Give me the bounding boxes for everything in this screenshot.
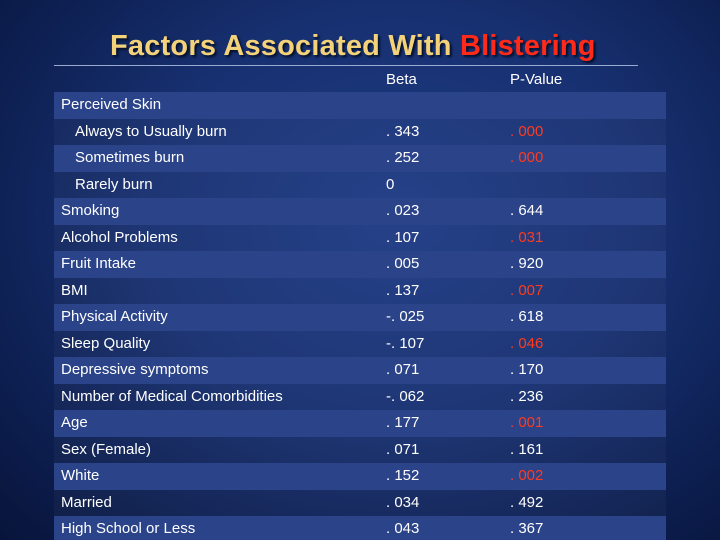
column-header-beta: Beta bbox=[386, 71, 417, 88]
table-row: Alcohol Problems . 107 . 031 bbox=[54, 225, 666, 252]
table-row: Age . 177 . 001 bbox=[54, 410, 666, 437]
row-label: Sleep Quality bbox=[61, 334, 151, 352]
row-label: Fruit Intake bbox=[61, 255, 137, 272]
table-row: Sex (Female) . 071 . 161 bbox=[54, 437, 666, 464]
beta-value: . 252 bbox=[386, 149, 420, 166]
row-label: Alcohol Problems bbox=[61, 228, 178, 246]
slide-title-highlight: Blistering bbox=[459, 30, 596, 62]
beta-value: 0 bbox=[386, 175, 395, 193]
p-value: . 161 bbox=[510, 440, 544, 458]
table-row: Married . 034 . 492 bbox=[54, 490, 666, 517]
slide-title: Factors Associated With Blistering bbox=[110, 30, 596, 63]
beta-value: -. 107 bbox=[386, 334, 425, 352]
title-divider bbox=[54, 65, 638, 66]
row-label: Sometimes burn bbox=[75, 149, 185, 166]
p-value: . 492 bbox=[510, 493, 544, 511]
row-label: Number of Medical Comorbidities bbox=[61, 387, 283, 405]
p-value: . 367 bbox=[510, 520, 544, 537]
row-label: High School or Less bbox=[61, 520, 196, 537]
beta-value: . 071 bbox=[386, 440, 420, 458]
p-value-significant: . 002 bbox=[510, 467, 544, 484]
p-value-significant: . 000 bbox=[510, 149, 544, 166]
table-row: Physical Activity -. 025 . 618 bbox=[54, 304, 666, 331]
p-value-significant: . 007 bbox=[510, 281, 544, 299]
row-label: Perceived Skin bbox=[61, 96, 162, 113]
table-row: BMI . 137 . 007 bbox=[54, 278, 666, 305]
beta-value: -. 025 bbox=[386, 308, 425, 325]
beta-value: . 023 bbox=[386, 202, 420, 219]
beta-value: . 071 bbox=[386, 361, 420, 378]
table-row: Number of Medical Comorbidities -. 062 . 2… bbox=[54, 384, 666, 411]
row-label: Age bbox=[61, 414, 88, 431]
results-table: Perceived Skin Always to Usually burn . 34… bbox=[54, 92, 666, 540]
beta-value: . 043 bbox=[386, 520, 420, 537]
row-label: Sex (Female) bbox=[61, 440, 152, 458]
p-value: . 920 bbox=[510, 255, 544, 272]
row-label: BMI bbox=[61, 281, 88, 299]
row-label: Smoking bbox=[61, 202, 120, 219]
slide-title-main: Factors Associated With bbox=[110, 30, 452, 62]
row-label: Married bbox=[61, 493, 112, 511]
table-row: Always to Usually burn . 343 . 000 bbox=[54, 119, 666, 146]
row-label: Rarely burn bbox=[75, 175, 153, 193]
beta-value: . 343 bbox=[386, 122, 420, 140]
p-value-significant: . 031 bbox=[510, 228, 544, 246]
table-row: Depressive symptoms . 071 . 170 bbox=[54, 357, 666, 384]
column-header-p-value: P-Value bbox=[510, 71, 563, 88]
row-label: Always to Usually burn bbox=[75, 122, 227, 140]
beta-value: . 137 bbox=[386, 281, 420, 299]
beta-value: . 107 bbox=[386, 228, 420, 246]
p-value-significant: . 000 bbox=[510, 122, 544, 140]
row-label: Depressive symptoms bbox=[61, 361, 209, 378]
table-row: Sleep Quality -. 107 . 046 bbox=[54, 331, 666, 358]
row-label: Physical Activity bbox=[61, 308, 168, 325]
table-row: High School or Less . 043 . 367 bbox=[54, 516, 666, 540]
p-value: . 618 bbox=[510, 308, 544, 325]
table-row: Rarely burn 0 bbox=[54, 172, 666, 199]
beta-value: . 034 bbox=[386, 493, 420, 511]
beta-value: . 177 bbox=[386, 414, 420, 431]
table-row: Fruit Intake . 005 . 920 bbox=[54, 251, 666, 278]
row-label: White bbox=[61, 467, 100, 484]
table-row: White . 152 . 002 bbox=[54, 463, 666, 490]
p-value: . 644 bbox=[510, 202, 544, 219]
table-row: Perceived Skin bbox=[54, 92, 666, 119]
p-value-significant: . 001 bbox=[510, 414, 544, 431]
p-value: . 236 bbox=[510, 387, 544, 405]
beta-value: -. 062 bbox=[386, 387, 425, 405]
beta-value: . 152 bbox=[386, 467, 420, 484]
beta-value: . 005 bbox=[386, 255, 420, 272]
p-value: . 170 bbox=[510, 361, 544, 378]
table-row: Smoking . 023 . 644 bbox=[54, 198, 666, 225]
table-row: Sometimes burn . 252 . 000 bbox=[54, 145, 666, 172]
p-value-significant: . 046 bbox=[510, 334, 544, 352]
